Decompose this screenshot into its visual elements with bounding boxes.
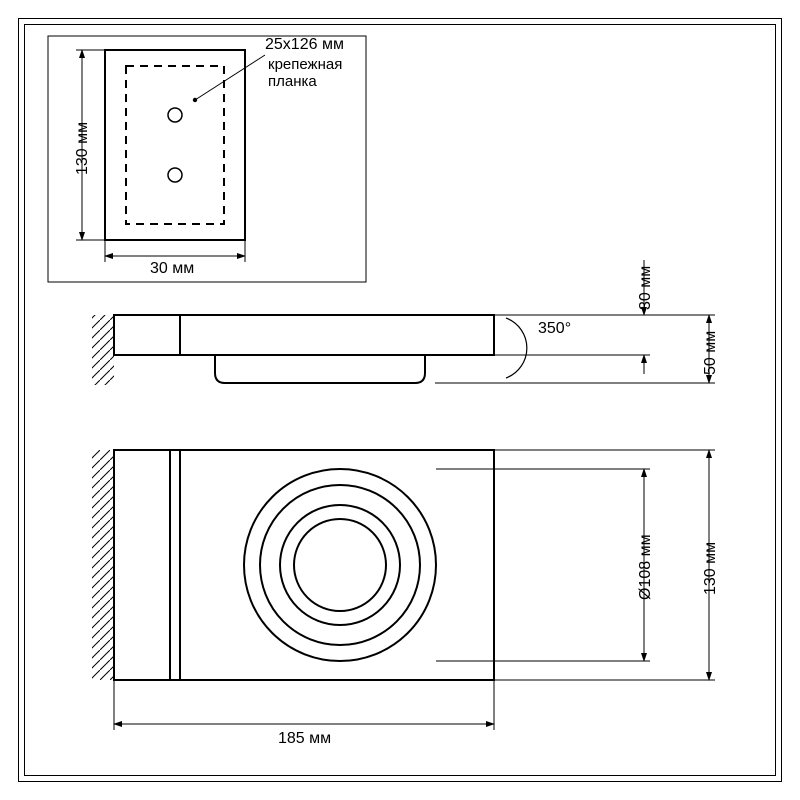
front-dim-h: 130 мм: [702, 542, 720, 595]
front-view-drawing: [0, 0, 800, 800]
front-dim-dia: Ø108 мм: [637, 534, 655, 600]
front-dim-w: 185 мм: [278, 730, 331, 748]
